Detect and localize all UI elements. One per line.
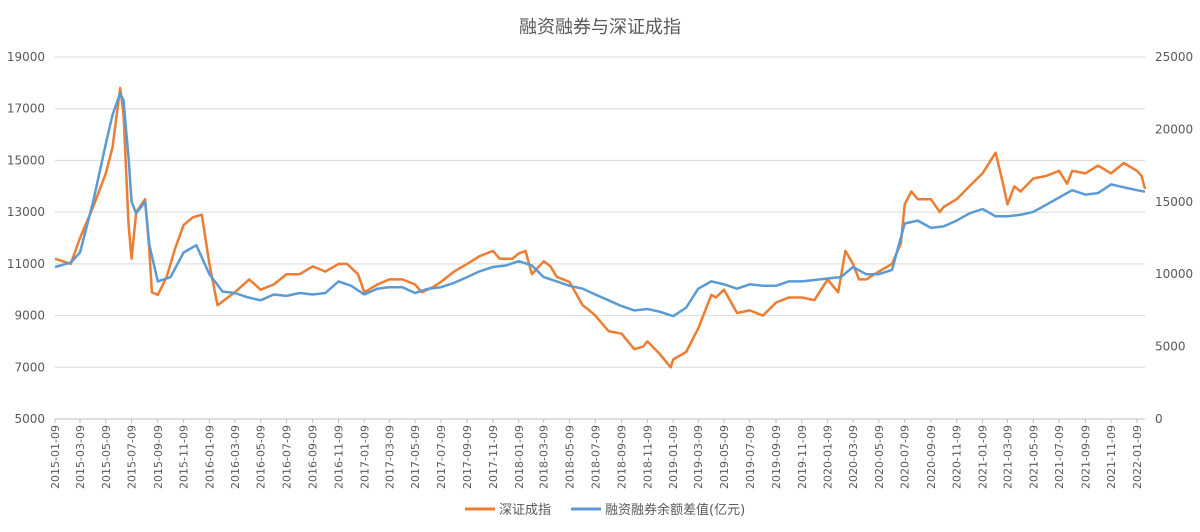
chart-title: 融资融券与深证成指 bbox=[519, 17, 681, 38]
right-y-tick-label: 10000 bbox=[1155, 267, 1193, 281]
x-tick-label: 2021-03-09 bbox=[1001, 425, 1014, 489]
left-y-tick-label: 5000 bbox=[14, 412, 45, 426]
x-tick-label: 2019-11-09 bbox=[796, 425, 809, 489]
legend: 深证成指 融资融券余额差值(亿元) bbox=[465, 502, 745, 518]
x-tick-label: 2019-03-09 bbox=[692, 425, 705, 489]
x-tick-label: 2017-09-09 bbox=[461, 425, 474, 489]
x-tick-label: 2020-11-09 bbox=[951, 425, 964, 489]
x-tick-label: 2016-05-09 bbox=[255, 425, 268, 489]
x-tick-label: 2022-01-09 bbox=[1131, 425, 1144, 489]
right-y-tick-label: 25000 bbox=[1155, 50, 1193, 64]
x-tick-label: 2018-07-09 bbox=[589, 425, 602, 489]
x-tick-label: 2021-09-09 bbox=[1079, 425, 1092, 489]
x-tick-label: 2016-03-09 bbox=[229, 425, 242, 489]
left-y-tick-label: 19000 bbox=[7, 50, 45, 64]
x-tick-label: 2017-11-09 bbox=[487, 425, 500, 489]
x-tick-label: 2017-05-09 bbox=[409, 425, 422, 489]
x-tick-label: 2016-11-09 bbox=[333, 425, 346, 489]
series-lines bbox=[54, 86, 1147, 369]
x-tick-label: 2016-09-09 bbox=[307, 425, 320, 489]
x-tick-label: 2015-11-09 bbox=[178, 425, 191, 489]
x-tick-label: 2017-03-09 bbox=[383, 425, 396, 489]
x-tick-label: 2017-01-09 bbox=[358, 425, 371, 489]
x-tick-label: 2021-01-09 bbox=[977, 425, 990, 489]
right-y-tick-label: 20000 bbox=[1155, 122, 1193, 136]
left-y-tick-label: 7000 bbox=[14, 360, 45, 374]
right-y-axis: 0 5000 10000 15000 20000 25000 bbox=[1155, 50, 1193, 426]
x-tick-label: 2019-05-09 bbox=[718, 425, 731, 489]
x-tick-label: 2020-09-09 bbox=[925, 425, 938, 489]
x-tick-label: 2019-09-09 bbox=[770, 425, 783, 489]
x-axis: 2015-01-09 2015-03-09 2015-05-09 2015-07-09… bbox=[49, 419, 1144, 489]
x-tick-label: 2020-07-09 bbox=[899, 425, 912, 489]
x-tick-label: 2020-03-09 bbox=[847, 425, 860, 489]
x-tick-label: 2021-05-09 bbox=[1027, 425, 1040, 489]
x-tick-label: 2015-01-09 bbox=[49, 425, 62, 489]
x-tick-label: 2018-11-09 bbox=[641, 425, 654, 489]
x-tick-label: 2018-09-09 bbox=[616, 425, 629, 489]
x-tick-label: 2018-01-09 bbox=[513, 425, 526, 489]
legend-label-szse: 深证成指 bbox=[499, 503, 551, 518]
x-tick-label: 2019-01-09 bbox=[667, 425, 680, 489]
gridlines bbox=[55, 56, 1145, 420]
x-tick-label: 2016-07-09 bbox=[280, 425, 293, 489]
x-tick-label: 2021-07-09 bbox=[1053, 425, 1066, 489]
x-tick-label: 2018-05-09 bbox=[564, 425, 577, 489]
x-tick-label: 2020-01-09 bbox=[822, 425, 835, 489]
x-tick-label: 2015-09-09 bbox=[152, 425, 165, 489]
x-tick-label: 2017-07-09 bbox=[435, 425, 448, 489]
x-tick-label: 2016-01-09 bbox=[203, 425, 216, 489]
x-tick-label: 2019-07-09 bbox=[744, 425, 757, 489]
left-y-axis: 5000 7000 9000 11000 13000 15000 17000 19000 bbox=[7, 50, 45, 426]
legend-label-margin: 融资融券余额差值(亿元) bbox=[605, 502, 745, 518]
x-tick-label: 2015-05-09 bbox=[100, 425, 113, 489]
x-tick-label: 2015-03-09 bbox=[74, 425, 87, 489]
series-line-szse-index bbox=[54, 86, 1147, 369]
series-line-margin-balance bbox=[54, 91, 1146, 318]
x-tick-label: 2020-05-09 bbox=[873, 425, 886, 489]
x-tick-label: 2021-11-09 bbox=[1105, 425, 1118, 489]
left-y-tick-label: 17000 bbox=[7, 102, 45, 116]
left-y-tick-label: 9000 bbox=[14, 309, 45, 323]
right-y-tick-label: 0 bbox=[1155, 412, 1163, 426]
right-y-tick-label: 15000 bbox=[1155, 195, 1193, 209]
left-y-tick-label: 13000 bbox=[7, 205, 45, 219]
left-y-tick-label: 15000 bbox=[7, 153, 45, 167]
right-y-tick-label: 5000 bbox=[1155, 340, 1186, 354]
left-y-tick-label: 11000 bbox=[7, 257, 45, 271]
x-tick-label: 2018-03-09 bbox=[538, 425, 551, 489]
x-tick-label: 2015-07-09 bbox=[126, 425, 139, 489]
